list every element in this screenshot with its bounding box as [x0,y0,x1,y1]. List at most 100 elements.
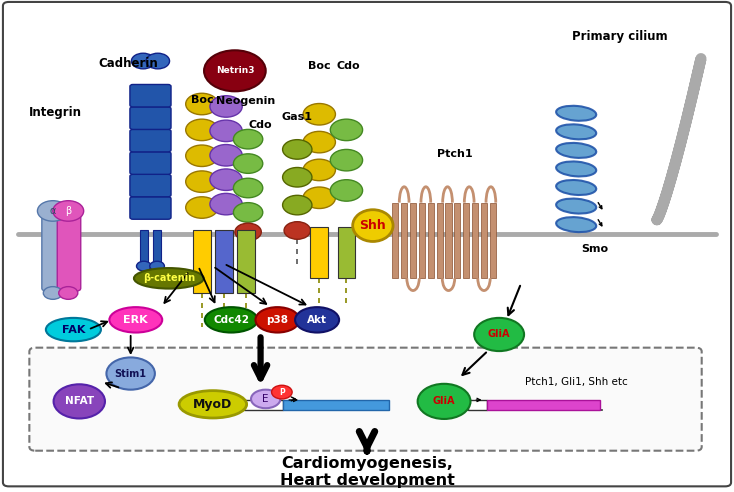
Bar [463,203,469,278]
Circle shape [204,50,266,92]
Circle shape [303,187,335,209]
Text: Cadherin: Cadherin [98,57,159,70]
Bar [428,203,434,278]
Ellipse shape [556,161,596,177]
Text: Shh: Shh [360,219,386,232]
Text: Smo: Smo [581,244,608,254]
Circle shape [137,261,151,271]
Circle shape [106,357,155,390]
Bar [446,203,451,278]
Circle shape [210,193,242,215]
Text: GliA: GliA [488,330,510,339]
Circle shape [272,385,292,399]
Circle shape [283,195,312,215]
Circle shape [303,159,335,181]
Circle shape [303,131,335,153]
Circle shape [303,103,335,125]
FancyBboxPatch shape [130,197,171,219]
Bar [283,400,389,410]
Ellipse shape [251,390,280,408]
FancyBboxPatch shape [29,348,702,451]
Text: Cdo: Cdo [337,61,360,71]
Ellipse shape [556,217,596,232]
Circle shape [330,150,363,171]
FancyBboxPatch shape [130,152,171,174]
Circle shape [43,287,62,299]
Ellipse shape [556,106,596,121]
Bar [490,203,496,278]
Circle shape [186,93,218,115]
Text: ERK: ERK [123,315,148,325]
Circle shape [210,96,242,117]
Ellipse shape [352,210,393,242]
Bar [310,227,328,278]
Text: Gas1: Gas1 [282,112,313,122]
Circle shape [186,119,218,141]
Circle shape [186,171,218,192]
Text: β-catenin: β-catenin [142,274,195,283]
Text: Boc: Boc [191,95,213,105]
Bar [419,203,425,278]
Bar [392,203,399,278]
Circle shape [330,119,363,141]
Ellipse shape [556,199,596,214]
Circle shape [59,287,78,299]
Circle shape [210,145,242,166]
Text: P: P [279,388,285,397]
Ellipse shape [556,143,596,158]
Circle shape [283,167,312,187]
Circle shape [210,120,242,142]
Bar [487,400,600,410]
Circle shape [150,261,164,271]
Circle shape [418,384,470,419]
Ellipse shape [255,307,299,333]
Ellipse shape [556,124,596,139]
Bar [215,229,233,293]
Bar [244,400,283,410]
Bar [140,229,148,264]
Bar [472,203,479,278]
Text: Stim1: Stim1 [115,369,147,378]
Text: Ptch1: Ptch1 [437,149,473,159]
Bar [481,203,487,278]
Text: Neogenin: Neogenin [217,96,275,106]
Ellipse shape [46,318,101,341]
FancyBboxPatch shape [130,107,171,129]
Bar [454,203,460,278]
Text: Integrin: Integrin [29,106,81,119]
FancyBboxPatch shape [57,215,81,291]
Circle shape [53,201,84,221]
Bar [401,203,407,278]
Text: Ptch1, Gli1, Shh etc: Ptch1, Gli1, Shh etc [525,377,628,387]
Text: β: β [65,206,71,216]
FancyBboxPatch shape [130,129,171,152]
Text: Primary cilium: Primary cilium [573,30,668,43]
Circle shape [186,145,218,166]
Text: NFAT: NFAT [65,397,94,406]
Bar [468,400,487,410]
Text: FAK: FAK [62,325,85,335]
Circle shape [330,180,363,201]
Text: Cardiomyogenesis,
Heart development: Cardiomyogenesis, Heart development [280,456,454,489]
Ellipse shape [109,307,162,333]
Ellipse shape [179,391,247,418]
FancyBboxPatch shape [3,2,731,487]
Circle shape [146,53,170,69]
FancyBboxPatch shape [130,174,171,197]
Text: GliA: GliA [433,397,455,406]
FancyBboxPatch shape [42,215,65,291]
Circle shape [235,223,261,241]
FancyBboxPatch shape [130,85,171,107]
Circle shape [186,197,218,218]
Ellipse shape [556,180,596,195]
Ellipse shape [295,307,339,333]
Ellipse shape [134,268,203,289]
Circle shape [474,318,524,351]
Circle shape [54,384,105,419]
Text: Akt: Akt [307,315,327,325]
Ellipse shape [205,307,258,333]
Text: Cdo: Cdo [249,120,272,129]
Bar [193,229,211,293]
Bar [237,229,255,293]
Text: Boc: Boc [308,61,330,71]
